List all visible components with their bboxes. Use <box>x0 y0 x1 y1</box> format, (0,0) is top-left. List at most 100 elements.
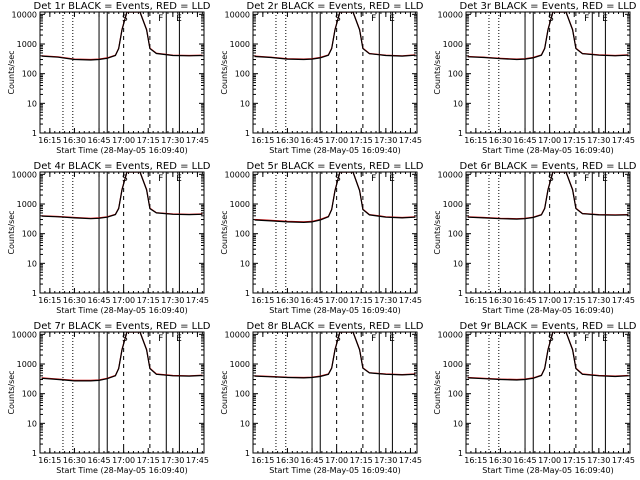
y-tick-label: 10 <box>453 419 463 428</box>
chart-title: Det 5r BLACK = Events, RED = LLD <box>247 161 424 172</box>
chart-panel-9: Det 9r BLACK = Events, RED = LLD 1 10 100 10… <box>433 321 637 475</box>
event-marker-e: E <box>176 334 182 344</box>
x-tick-label: 16:15 <box>251 296 274 305</box>
x-tick-label: 17:30 <box>374 136 397 145</box>
y-tick-label: 1000 <box>17 360 37 369</box>
y-tick-label: 10 <box>240 259 250 268</box>
y-tick-label: 10 <box>240 419 250 428</box>
x-tick-label: 17:15 <box>350 456 373 465</box>
x-tick-label: 17:45 <box>399 296 422 305</box>
x-tick-label: 16:15 <box>464 296 487 305</box>
y-tick-label: 10000 <box>225 10 250 19</box>
chart-title: Det 2r BLACK = Events, RED = LLD <box>247 1 424 12</box>
series-line-events <box>41 172 203 220</box>
x-axis-title: Start Time (28-May-05 16:09:40) <box>482 466 613 475</box>
series-line-events <box>467 12 629 61</box>
y-axis-title: Counts/sec <box>220 210 229 254</box>
x-tick-label: 16:15 <box>251 456 274 465</box>
x-tick-label: 17:15 <box>137 296 160 305</box>
y-tick-label: 1 <box>245 129 250 138</box>
chart-title: Det 6r BLACK = Events, RED = LLD <box>460 161 637 172</box>
event-marker-e: E <box>602 174 608 184</box>
x-tick-label: 17:45 <box>186 136 209 145</box>
x-tick-label: 16:45 <box>514 456 537 465</box>
x-tick-label: 16:15 <box>251 136 274 145</box>
x-tick-label: 17:15 <box>137 456 160 465</box>
y-axis-title: Counts/sec <box>7 210 16 254</box>
x-tick-label: 17:15 <box>137 136 160 145</box>
event-marker-f: F <box>371 14 376 24</box>
event-marker-f: F <box>158 14 163 24</box>
event-marker-f: F <box>584 174 589 184</box>
y-tick-label: 1000 <box>443 360 463 369</box>
chart-panel-2: Det 2r BLACK = Events, RED = LLD 1 10 100 10… <box>220 1 424 155</box>
x-tick-label: 17:00 <box>538 456 561 465</box>
x-tick-label: 17:45 <box>399 456 422 465</box>
y-tick-label: 100 <box>448 390 463 399</box>
event-marker-e: E <box>389 174 395 184</box>
series-line-events <box>41 12 203 61</box>
plot-frame <box>39 171 205 294</box>
x-tick-label: 17:15 <box>563 296 586 305</box>
y-tick-label: 10000 <box>438 170 463 179</box>
x-tick-label: 17:00 <box>112 136 135 145</box>
x-tick-label: 16:30 <box>276 296 299 305</box>
y-tick-label: 1 <box>245 449 250 458</box>
y-tick-label: 1 <box>32 449 37 458</box>
y-tick-label: 100 <box>22 230 37 239</box>
x-axis-title: Start Time (28-May-05 16:09:40) <box>56 306 187 315</box>
y-axis-title: Counts/sec <box>433 370 442 414</box>
x-axis-title: Start Time (28-May-05 16:09:40) <box>269 306 400 315</box>
chart-panel-6: Det 6r BLACK = Events, RED = LLD 1 10 100 10… <box>433 161 637 315</box>
x-tick-label: 17:00 <box>325 136 348 145</box>
x-tick-label: 17:45 <box>186 296 209 305</box>
x-tick-label: 16:30 <box>63 296 86 305</box>
x-tick-label: 17:00 <box>325 456 348 465</box>
y-tick-label: 1000 <box>230 200 250 209</box>
chart-panel-8: Det 8r BLACK = Events, RED = LLD 1 10 100 10… <box>220 321 424 475</box>
event-marker-f: F <box>158 334 163 344</box>
plot-frame <box>252 11 418 134</box>
y-tick-label: 100 <box>235 390 250 399</box>
y-tick-label: 10000 <box>438 10 463 19</box>
x-tick-label: 17:30 <box>161 136 184 145</box>
y-tick-label: 1000 <box>443 200 463 209</box>
y-tick-label: 10000 <box>12 330 37 339</box>
chart-title: Det 9r BLACK = Events, RED = LLD <box>460 321 637 332</box>
event-marker-f: F <box>371 334 376 344</box>
chart-panel-7: Det 7r BLACK = Events, RED = LLD 1 10 100 10… <box>7 321 211 475</box>
x-tick-label: 17:00 <box>112 296 135 305</box>
event-marker-e: E <box>602 14 608 24</box>
y-tick-label: 100 <box>22 70 37 79</box>
x-tick-label: 17:30 <box>587 456 610 465</box>
x-tick-label: 16:45 <box>88 296 111 305</box>
chart-title: Det 8r BLACK = Events, RED = LLD <box>247 321 424 332</box>
x-tick-label: 16:30 <box>276 136 299 145</box>
event-marker-f: F <box>584 334 589 344</box>
event-marker-e: E <box>389 334 395 344</box>
y-tick-label: 1 <box>245 289 250 298</box>
event-marker-e: E <box>602 334 608 344</box>
y-tick-label: 10 <box>453 99 463 108</box>
x-tick-label: 16:45 <box>514 136 537 145</box>
y-tick-label: 10 <box>240 99 250 108</box>
y-tick-label: 1 <box>458 289 463 298</box>
x-tick-label: 17:45 <box>612 296 635 305</box>
y-tick-label: 10 <box>27 259 37 268</box>
y-axis-title: Counts/sec <box>7 50 16 94</box>
chart-panel-1: Det 1r BLACK = Events, RED = LLD 1 10 100 10… <box>7 1 211 155</box>
chart-panel-5: Det 5r BLACK = Events, RED = LLD 1 10 100 10… <box>220 161 424 315</box>
y-tick-label: 1000 <box>230 40 250 49</box>
x-tick-label: 17:15 <box>563 456 586 465</box>
y-axis-title: Counts/sec <box>220 370 229 414</box>
plot-frame <box>252 331 418 454</box>
x-tick-label: 17:45 <box>399 136 422 145</box>
chart-title: Det 3r BLACK = Events, RED = LLD <box>460 1 637 12</box>
x-tick-label: 17:00 <box>112 456 135 465</box>
y-tick-label: 10000 <box>225 330 250 339</box>
x-tick-label: 16:30 <box>489 456 512 465</box>
x-tick-label: 17:00 <box>538 136 561 145</box>
plot-frame <box>39 11 205 134</box>
y-tick-label: 1000 <box>230 360 250 369</box>
